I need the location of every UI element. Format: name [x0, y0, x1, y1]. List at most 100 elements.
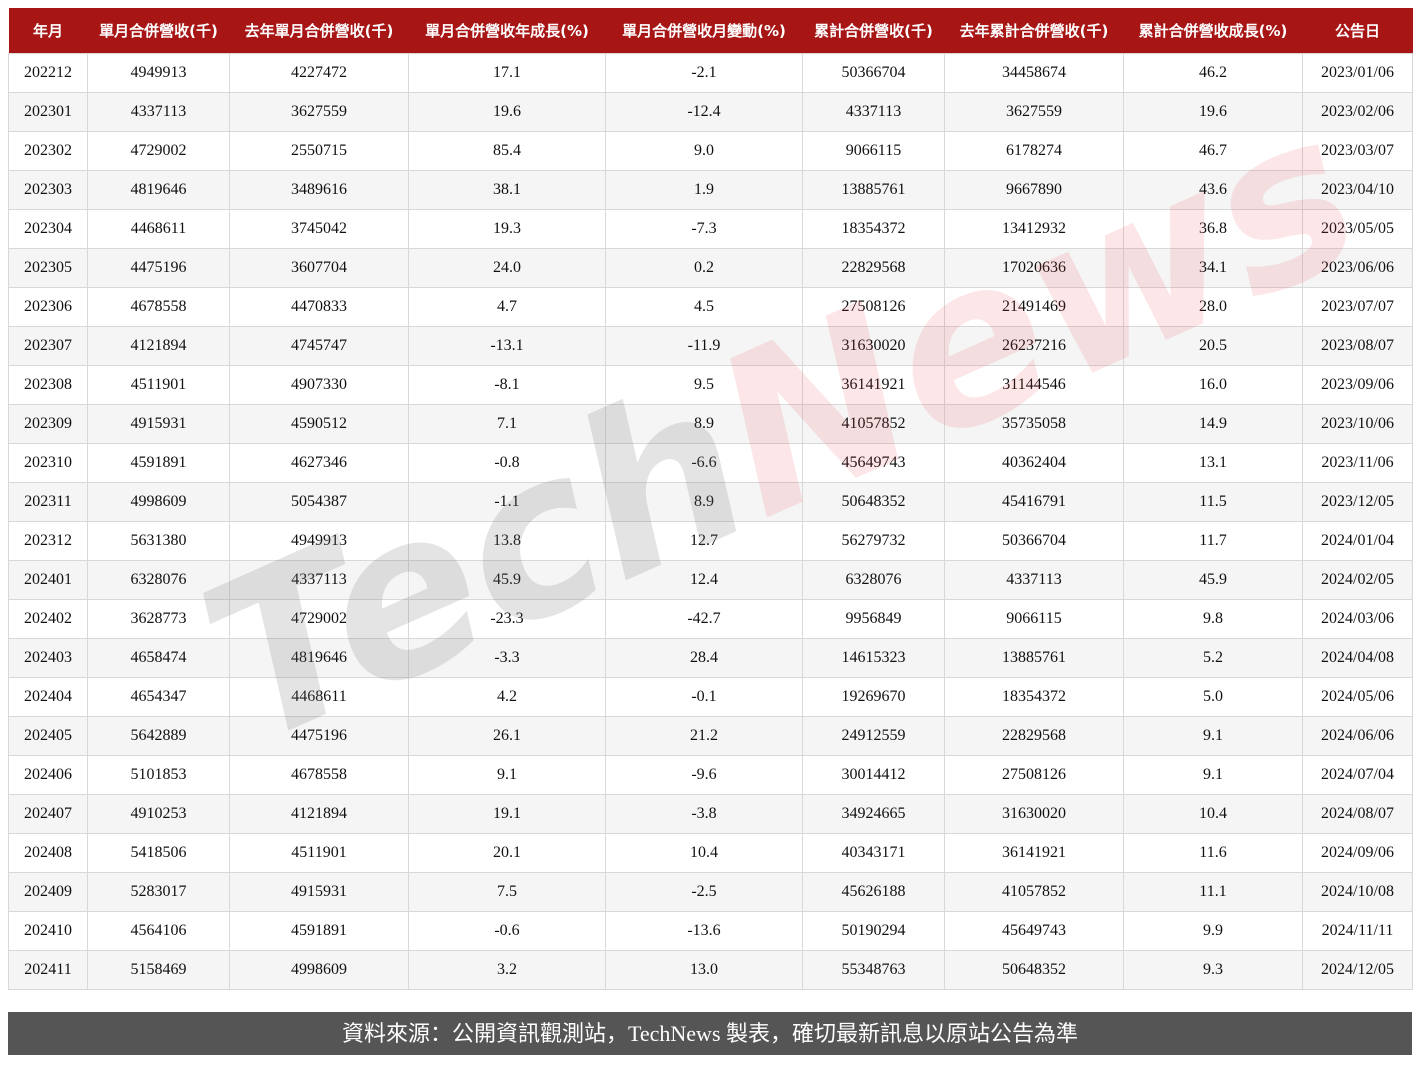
table-cell: 4729002 — [229, 599, 409, 639]
table-cell: 202410 — [8, 911, 88, 951]
table-cell: 2023/08/07 — [1302, 326, 1413, 366]
table-cell: 10.4 — [1123, 794, 1303, 834]
table-cell: 0.2 — [605, 248, 803, 288]
table-cell: -23.3 — [408, 599, 606, 639]
table-cell: 5642889 — [87, 716, 230, 756]
table-cell: 55348763 — [802, 950, 945, 990]
table-cell: 46.2 — [1123, 53, 1303, 93]
table-row: 202302 4729002 2550715 85.4 9.0 9066115 617827… — [8, 131, 1413, 171]
table-cell: 2024/06/06 — [1302, 716, 1413, 756]
table-row: 202309 4915931 4590512 7.1 8.9 41057852 357350… — [8, 404, 1413, 444]
table-cell: 5054387 — [229, 482, 409, 522]
table-cell: 50648352 — [944, 950, 1124, 990]
table-cell: 3607704 — [229, 248, 409, 288]
table-cell: 45.9 — [1123, 560, 1303, 600]
table-cell: 4910253 — [87, 794, 230, 834]
table-cell: -3.3 — [408, 638, 606, 678]
table-row: 202308 4511901 4907330 -8.1 9.5 36141921 31144… — [8, 365, 1413, 405]
table-cell: 9.9 — [1123, 911, 1303, 951]
table-cell: 5158469 — [87, 950, 230, 990]
table-cell: 6178274 — [944, 131, 1124, 171]
table-cell: 4470833 — [229, 287, 409, 327]
table-cell: 202407 — [8, 794, 88, 834]
table-cell: 10.4 — [605, 833, 803, 873]
table-cell: 24912559 — [802, 716, 945, 756]
table-cell: 12.7 — [605, 521, 803, 561]
table-cell: 202306 — [8, 287, 88, 327]
table-cell: 202312 — [8, 521, 88, 561]
table-cell: -2.1 — [605, 53, 803, 93]
table-cell: 1.9 — [605, 170, 803, 210]
table-cell: 202405 — [8, 716, 88, 756]
table-cell: 4475196 — [87, 248, 230, 288]
table-cell: 46.7 — [1123, 131, 1303, 171]
table-cell: 4564106 — [87, 911, 230, 951]
table-cell: -7.3 — [605, 209, 803, 249]
table-cell: 4998609 — [87, 482, 230, 522]
column-header: 去年累計合併營收(千) — [944, 8, 1124, 54]
table-cell: 9.8 — [1123, 599, 1303, 639]
table-cell: 202401 — [8, 560, 88, 600]
table-cell: 16.0 — [1123, 365, 1303, 405]
table-cell: 2024/10/08 — [1302, 872, 1413, 912]
table-cell: 3489616 — [229, 170, 409, 210]
table-header-row: 年月 單月合併營收(千) 去年單月合併營收(千) 單月合併營收年成長(%) 單月合併營收… — [8, 8, 1413, 54]
table-cell: 45.9 — [408, 560, 606, 600]
table-cell: 13412932 — [944, 209, 1124, 249]
table-cell: 4591891 — [229, 911, 409, 951]
table-cell: 2024/03/06 — [1302, 599, 1413, 639]
table-cell: 4915931 — [87, 404, 230, 444]
table-cell: 5.2 — [1123, 638, 1303, 678]
table-cell: 5101853 — [87, 755, 230, 795]
table-cell: 50366704 — [944, 521, 1124, 561]
table-cell: 19.6 — [1123, 92, 1303, 132]
table-cell: 9.1 — [1123, 755, 1303, 795]
table-cell: 4745747 — [229, 326, 409, 366]
table-cell: 6328076 — [802, 560, 945, 600]
table-cell: 8.9 — [605, 404, 803, 444]
table-cell: 4627346 — [229, 443, 409, 483]
table-cell: 2024/12/05 — [1302, 950, 1413, 990]
table-cell: 50648352 — [802, 482, 945, 522]
table-cell: 4590512 — [229, 404, 409, 444]
table-cell: 18354372 — [944, 677, 1124, 717]
table-cell: 4.7 — [408, 287, 606, 327]
table-row: 202305 4475196 3607704 24.0 0.2 22829568 17020… — [8, 248, 1413, 288]
table-cell: -1.1 — [408, 482, 606, 522]
table-cell: 30014412 — [802, 755, 945, 795]
table-cell: 3627559 — [944, 92, 1124, 132]
table-cell: 3627559 — [229, 92, 409, 132]
table-cell: 5.0 — [1123, 677, 1303, 717]
table-cell: 38.1 — [408, 170, 606, 210]
table-cell: 4468611 — [229, 677, 409, 717]
column-header: 單月合併營收(千) — [87, 8, 230, 54]
table-cell: 22829568 — [802, 248, 945, 288]
table-cell: 202408 — [8, 833, 88, 873]
table-cell: 4678558 — [229, 755, 409, 795]
table-cell: 17.1 — [408, 53, 606, 93]
table-cell: 11.6 — [1123, 833, 1303, 873]
table-cell: 4658474 — [87, 638, 230, 678]
table-cell: 85.4 — [408, 131, 606, 171]
table-cell: 2550715 — [229, 131, 409, 171]
table-cell: 34458674 — [944, 53, 1124, 93]
table-cell: 4468611 — [87, 209, 230, 249]
table-cell: 26237216 — [944, 326, 1124, 366]
table-cell: 9667890 — [944, 170, 1124, 210]
table-row: 202409 5283017 4915931 7.5 -2.5 45626188 41057… — [8, 872, 1413, 912]
table-row: 202311 4998609 5054387 -1.1 8.9 50648352 45416… — [8, 482, 1413, 522]
table-cell: 2023/10/06 — [1302, 404, 1413, 444]
table-cell: -0.1 — [605, 677, 803, 717]
column-header: 單月合併營收月變動(%) — [605, 8, 803, 54]
table-cell: 14615323 — [802, 638, 945, 678]
source-footer: 資料來源：公開資訊觀測站，TechNews 製表，確切最新訊息以原站公告為準 — [8, 1012, 1412, 1055]
table-row: 202310 4591891 4627346 -0.8 -6.6 45649743 4036… — [8, 443, 1413, 483]
table-cell: 27508126 — [944, 755, 1124, 795]
table-cell: 4337113 — [229, 560, 409, 600]
table-cell: 4227472 — [229, 53, 409, 93]
table-cell: -12.4 — [605, 92, 803, 132]
table-cell: 2023/09/06 — [1302, 365, 1413, 405]
table-cell: 31630020 — [944, 794, 1124, 834]
table-cell: 36141921 — [802, 365, 945, 405]
table-cell: -42.7 — [605, 599, 803, 639]
